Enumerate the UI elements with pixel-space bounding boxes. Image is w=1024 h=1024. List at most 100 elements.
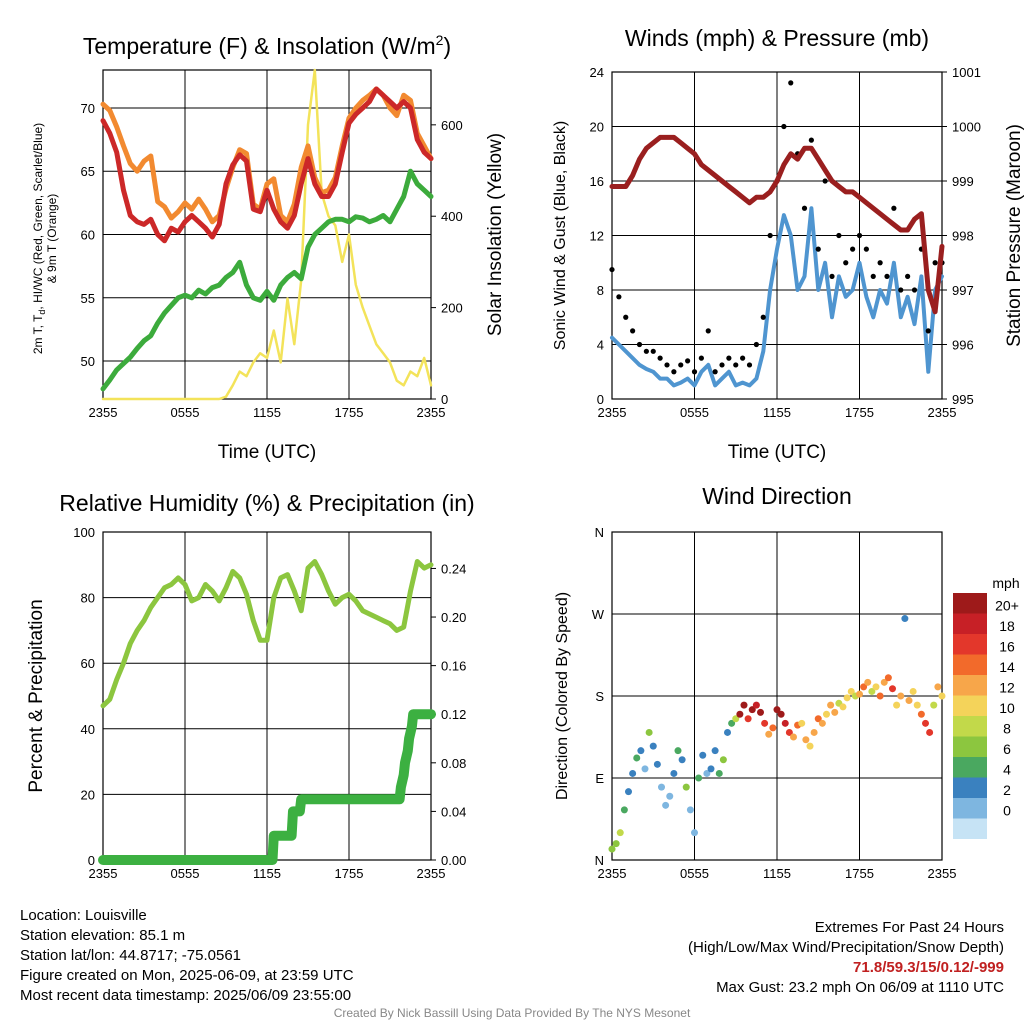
wdir-plot-area — [611, 531, 943, 861]
wind-direction-point — [880, 678, 888, 686]
wind-direction-point — [905, 697, 913, 705]
extremes-values: 71.8/59.3/15/0.12/-999 — [853, 959, 1004, 976]
gust-point — [836, 232, 842, 239]
station-info: Location: Louisville Station elevation: … — [20, 906, 354, 1006]
wind-direction-point — [711, 747, 719, 755]
wind-direction-point — [703, 769, 711, 777]
gust-point — [877, 260, 883, 266]
wind-direction-point — [872, 683, 880, 691]
wind-direction-point — [773, 706, 781, 714]
temp-y-tick-label: 55 — [81, 291, 95, 306]
gust-point — [691, 369, 698, 375]
gust-point — [850, 246, 856, 252]
wind-direction-point — [790, 733, 797, 741]
wind-direction-point — [843, 694, 851, 702]
temp-ylabel-sub: d — [37, 310, 47, 315]
wind-direction-point — [699, 751, 707, 759]
wind-frame — [611, 71, 943, 400]
rh-y2-tick-label: 0.08 — [441, 756, 466, 771]
wind-direction-point — [633, 754, 641, 762]
rh-y-tick-label: 60 — [81, 656, 95, 671]
wdir-legend-swatch — [953, 818, 987, 839]
pressure-line — [609, 134, 945, 315]
wdir-y-tick-label: E — [595, 771, 604, 786]
wind-x-tick-label: 2355 — [928, 405, 957, 420]
gust-point — [932, 260, 938, 266]
gust-point — [740, 355, 746, 361]
wind-direction-point — [658, 783, 665, 791]
gust-point — [925, 328, 931, 334]
temp-y-tick-label: 60 — [81, 228, 95, 243]
wind-y2-tick-label: 1000 — [952, 120, 981, 135]
wdir-x-tick-label: 2355 — [598, 866, 627, 881]
station-elevation: Station elevation: 85.1 m — [20, 927, 186, 944]
wind-y-axis-label: Sonic Wind & Gust (Blue, Black) — [552, 121, 569, 350]
gust-point — [609, 266, 615, 273]
extremes-subheading: (High/Low/Max Wind/Precipitation/Snow De… — [688, 939, 1004, 956]
figure-created: Figure created on Mon, 2025-06-09, at 23… — [20, 967, 354, 984]
credit-line: Created By Nick Bassill Using Data Provi… — [333, 1006, 691, 1020]
wind-direction-point — [761, 719, 769, 727]
wind-direction-point — [678, 756, 686, 764]
wind-direction-point — [686, 806, 694, 814]
wind-direction-point — [810, 728, 818, 736]
gust-point — [891, 205, 897, 211]
gust-point — [733, 362, 739, 368]
wdir-legend-label: 12 — [999, 679, 1015, 695]
wind-y-tick-label: 0 — [597, 392, 604, 407]
wind-direction-point — [917, 710, 925, 718]
wind-direction-point — [707, 765, 715, 773]
wind-x-tick-label: 2355 — [598, 405, 627, 420]
extremes-heading: Extremes For Past 24 Hours — [814, 919, 1004, 936]
gust-point — [801, 205, 808, 211]
wind-direction-point — [740, 701, 748, 709]
gust-point — [726, 355, 732, 361]
wind-direction-point — [922, 719, 929, 727]
gust-point — [843, 260, 849, 266]
temp-x-tick-label: 0555 — [171, 405, 200, 420]
wind-direction-point — [938, 692, 946, 700]
temp-ylabel-line2: & 9m T (Orange) — [45, 194, 59, 284]
solar-insolation-line — [101, 68, 433, 401]
wind-direction-point — [934, 683, 942, 691]
wind-direction-point — [765, 730, 773, 738]
wdir-x-tick-label: 0555 — [680, 866, 709, 881]
wdir-legend-swatch — [953, 736, 987, 757]
wind-direction-point — [909, 687, 917, 695]
max-gust: Max Gust: 23.2 mph On 06/09 at 1110 UTC — [716, 979, 1004, 996]
wdir-legend-swatch — [953, 695, 987, 716]
temp-y2-axis-label: Solar Insolation (Yellow) — [485, 133, 506, 336]
wind-x-tick-label: 1755 — [845, 405, 874, 420]
gust-point — [685, 358, 691, 364]
gust-point — [822, 178, 828, 184]
gust-point — [898, 287, 904, 293]
extremes-info: Extremes For Past 24 Hours (High/Low/Max… — [688, 918, 1004, 998]
temp-ylabel-line1: 2m T, T — [31, 314, 45, 354]
gust-point — [712, 369, 718, 375]
wind-direction-point — [715, 769, 723, 777]
rh-y2-tick-label: 0.20 — [441, 610, 466, 625]
temp-plot-area — [102, 69, 436, 400]
temp-x-tick-label: 2355 — [89, 405, 118, 420]
wind-direction-point — [724, 728, 731, 736]
wind-direction-point — [860, 683, 868, 691]
wdir-legend-swatch — [953, 634, 987, 655]
wind-direction-point — [674, 747, 682, 755]
wind-direction-point — [736, 710, 744, 718]
wind-direction-point — [769, 724, 777, 732]
wind-direction-point — [744, 715, 752, 723]
wind-x-tick-label: 0555 — [680, 405, 709, 420]
wdir-legend-swatch — [953, 716, 987, 737]
wind-direction-point — [629, 769, 637, 777]
wdir-legend-swatch — [953, 757, 987, 778]
wind-y-tick-label: 20 — [590, 120, 604, 135]
gust-point — [856, 232, 863, 239]
rh-x-tick-label: 2355 — [89, 866, 118, 881]
wind-y2-tick-label: 996 — [952, 338, 974, 353]
gust-point — [767, 232, 773, 239]
wind-direction-point — [781, 719, 789, 727]
gust-point — [746, 362, 753, 368]
wind-direction-point — [901, 615, 909, 623]
wind-direction-point — [831, 708, 839, 716]
